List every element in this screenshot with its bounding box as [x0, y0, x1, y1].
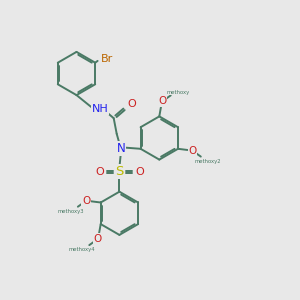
Text: Br: Br: [100, 53, 113, 64]
Text: methoxy2: methoxy2: [195, 159, 221, 164]
Text: O: O: [95, 167, 104, 177]
Text: N: N: [116, 142, 125, 155]
Text: O: O: [188, 146, 196, 156]
Text: O: O: [135, 167, 144, 177]
Text: methoxy4: methoxy4: [69, 248, 95, 252]
Text: O: O: [158, 96, 166, 106]
Text: O: O: [94, 234, 102, 244]
Text: O: O: [128, 99, 136, 110]
Text: S: S: [115, 165, 124, 178]
Text: methoxy3: methoxy3: [57, 209, 84, 214]
Text: methoxy: methoxy: [166, 90, 190, 95]
Text: O: O: [82, 196, 90, 206]
Text: NH: NH: [92, 104, 109, 115]
